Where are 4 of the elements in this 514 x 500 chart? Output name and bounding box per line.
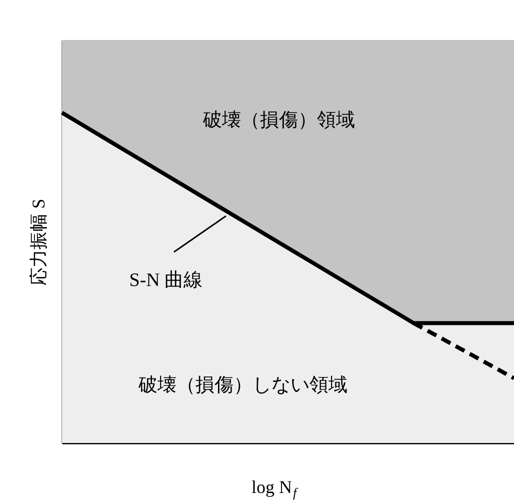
annotation: 破壊（損傷）しない領域	[137, 375, 348, 396]
y-axis-title: 応力振幅 S	[28, 198, 48, 286]
annotation: 破壊（損傷）領域	[202, 110, 355, 131]
annotation: S-N 曲線	[129, 270, 203, 291]
